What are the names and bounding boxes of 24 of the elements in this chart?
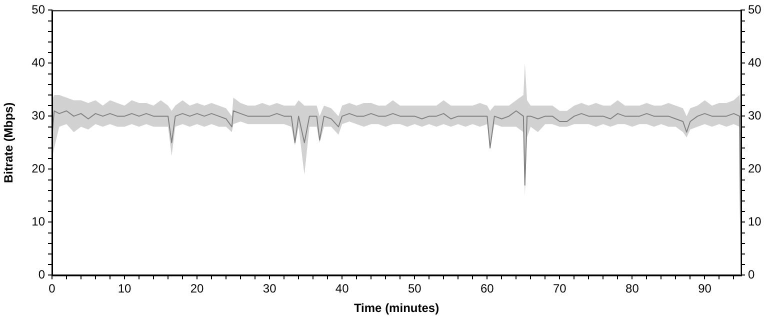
x-tick-label: 90 <box>698 282 712 296</box>
y2-tick-label: 30 <box>748 108 762 123</box>
y-axis-title: Bitrate (Mbps) <box>2 102 16 184</box>
x-tick-label: 20 <box>190 282 204 296</box>
x-tick-label: 10 <box>118 282 132 296</box>
y-tick-label: 10 <box>32 214 46 229</box>
y-tick-label: 50 <box>32 2 46 17</box>
y-tick-label: 0 <box>38 268 46 282</box>
y2-tick-label: 50 <box>748 2 762 17</box>
x-tick-label: 0 <box>48 282 56 296</box>
y2-tick-label: 0 <box>748 268 755 282</box>
x-tick-label: 50 <box>408 282 422 296</box>
x-tick-label: 30 <box>262 282 277 296</box>
y-tick-label: 20 <box>32 162 46 176</box>
x-tick-label: 60 <box>480 282 494 296</box>
x-tick-label: 70 <box>553 282 567 296</box>
y-tick-label: 40 <box>32 56 46 70</box>
y2-tick-label: 20 <box>748 162 762 176</box>
x-tick-label: 40 <box>335 282 350 296</box>
y2-tick-label: 40 <box>748 56 762 70</box>
y2-tick-label: 10 <box>748 214 762 229</box>
x-axis-title: Time (minutes) <box>354 301 440 316</box>
y-tick-label: 30 <box>32 108 46 123</box>
x-tick-label: 80 <box>626 282 640 296</box>
